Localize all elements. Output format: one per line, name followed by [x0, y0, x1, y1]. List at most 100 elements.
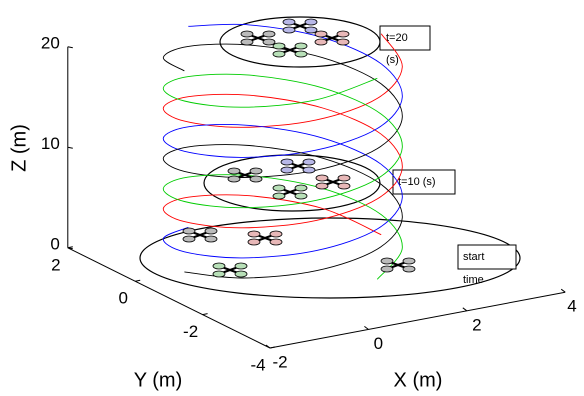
drone-rotor [280, 158, 294, 166]
drone-rotor [380, 265, 394, 273]
drone-rotor [402, 265, 416, 273]
drone-rotor [337, 182, 351, 190]
drone-rotor [247, 238, 261, 246]
x-tick [364, 325, 369, 330]
axis-line [67, 247, 271, 349]
drone-rotor [269, 238, 283, 246]
drone-icon [212, 262, 248, 278]
start-formation-ellipse [139, 217, 521, 299]
drone-icon [272, 42, 308, 58]
drone-rotor [304, 26, 318, 34]
annotation-box [457, 244, 517, 270]
drone-rotor [204, 235, 218, 243]
drone-icon [282, 18, 318, 34]
trajectory [162, 73, 403, 280]
drone-icon [280, 158, 316, 174]
drone-rotor [269, 230, 283, 238]
annotation: start [463, 251, 484, 263]
annotation-box [379, 25, 431, 51]
drone-icon [182, 227, 218, 243]
drone-icon [272, 184, 308, 200]
drone-rotor [336, 38, 350, 46]
drone-rotor [272, 42, 286, 50]
z-tick [67, 146, 73, 149]
drone-rotor [234, 270, 248, 278]
drone-rotor [336, 30, 350, 38]
drone-rotor [294, 42, 308, 50]
drone-rotor [402, 257, 416, 265]
y-axis-label: Y (m) [134, 369, 183, 391]
drone-rotor [249, 167, 263, 175]
x-tick-label: 0 [374, 334, 383, 353]
z-tick-label: 0 [50, 234, 59, 253]
y-tick-label: -4 [250, 355, 265, 374]
drone-rotor [212, 262, 226, 270]
drone-rotor [282, 18, 296, 26]
drone-rotor [182, 227, 196, 235]
drone-rotor [240, 30, 254, 38]
y-tick [135, 279, 141, 282]
annotation: (s) [386, 54, 399, 66]
drone-rotor [272, 184, 286, 192]
drone-rotor [272, 192, 286, 200]
annotation: t=20 [386, 32, 408, 44]
drone-rotor [315, 174, 329, 182]
drone-rotor [262, 30, 276, 38]
drone-icon [247, 230, 283, 246]
drone-rotor [380, 257, 394, 265]
annotation: time [463, 274, 484, 286]
drone-rotor [227, 167, 241, 175]
annotation-box [392, 169, 456, 195]
drone-rotor [212, 270, 226, 278]
x-tick [462, 307, 468, 312]
formation-layer [67, 16, 566, 349]
drone-rotor [314, 38, 328, 46]
drone-rotor [315, 182, 329, 190]
trajectory [162, 23, 403, 259]
drone-rotor [337, 174, 351, 182]
y-tick-label: -2 [183, 322, 198, 341]
drone-icon [240, 30, 276, 46]
x-tick-label: 2 [472, 315, 481, 334]
drone-rotor [182, 235, 196, 243]
drone-rotor [280, 166, 294, 174]
drone-rotor [227, 175, 241, 183]
drone-rotor [294, 50, 308, 58]
drone-rotor [247, 230, 261, 238]
y-tick [202, 313, 208, 316]
x-tick [265, 344, 271, 349]
drone-rotor [240, 38, 254, 46]
drone-rotor [282, 26, 296, 34]
drone-icon [227, 167, 263, 183]
z-tick-label: 20 [41, 33, 60, 52]
drone-icon [314, 30, 350, 46]
y-tick-label: 0 [118, 289, 127, 308]
drone-rotor [262, 38, 276, 46]
trajectory [162, 33, 403, 236]
drone-icon [380, 257, 416, 273]
drone-rotor [302, 166, 316, 174]
y-tick [67, 246, 73, 249]
x-tick-label: 4 [567, 297, 576, 316]
y-tick [269, 346, 276, 349]
x-axis-label: X (m) [394, 369, 443, 391]
drone-rotor [234, 262, 248, 270]
drone-rotor [294, 192, 308, 200]
annotation: t=10 (s) [398, 176, 436, 188]
z-tick-label: 10 [41, 134, 60, 153]
drone-rotor [294, 184, 308, 192]
x-tick-label: -2 [272, 352, 287, 371]
drone-rotor [204, 227, 218, 235]
y-tick-label: 2 [51, 255, 60, 274]
z-axis-label: Z (m) [8, 124, 30, 172]
axis-line [269, 291, 566, 349]
drone-icon [315, 174, 351, 190]
drone-rotor [304, 18, 318, 26]
drone-rotor [249, 175, 263, 183]
drone-rotor [272, 50, 286, 58]
z-tick [67, 46, 73, 49]
x-tick [560, 288, 566, 293]
drone-rotor [302, 158, 316, 166]
drone-rotor [314, 30, 328, 38]
